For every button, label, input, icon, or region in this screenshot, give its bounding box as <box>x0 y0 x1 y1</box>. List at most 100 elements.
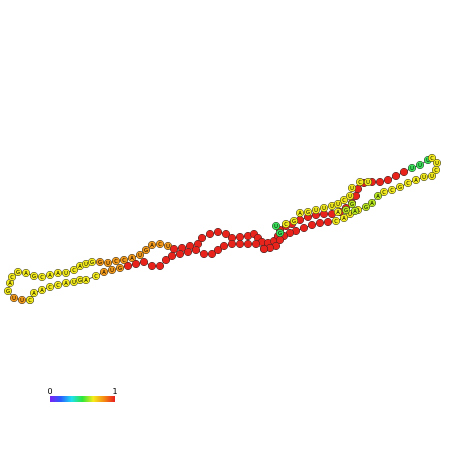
nucleotide <box>411 175 421 185</box>
nucleotide-letter: G <box>118 266 122 272</box>
nucleotide-highlighted <box>303 207 313 217</box>
nucleotide-letter: G <box>306 210 310 216</box>
nucleotide-letter: G <box>278 231 282 237</box>
nucleotide <box>87 257 97 267</box>
nucleotide-letter: A <box>353 209 357 215</box>
nucleotide <box>29 271 39 281</box>
color-scale-bar <box>50 396 115 402</box>
nucleotide-letter: A <box>64 281 68 287</box>
nucleotide-letter: C <box>40 275 44 281</box>
nucleotide-highlighted <box>347 183 357 193</box>
nucleotide-letter: C <box>56 283 60 289</box>
nucleotide-letter: U <box>430 174 434 180</box>
nucleotide <box>431 165 441 175</box>
nucleotide-letter: A <box>298 211 302 217</box>
nucleotide-letter: C <box>122 258 126 264</box>
nucleotide-letter: U <box>422 175 426 181</box>
nucleotide-letter: C <box>114 259 118 265</box>
nucleotide-letter: C <box>72 268 76 274</box>
nucleotide-letter: A <box>414 178 418 184</box>
nucleotide <box>235 232 245 242</box>
nucleotide-letter: U <box>418 163 422 169</box>
nucleotide <box>307 220 317 230</box>
nucleotide-highlighted <box>347 199 357 209</box>
nucleotide <box>419 172 429 182</box>
nucleotide <box>29 288 39 298</box>
nucleotide <box>147 240 157 250</box>
nucleotide <box>175 249 185 259</box>
nucleotide <box>235 239 245 249</box>
nucleotide-letter: C <box>10 275 14 281</box>
nucleotide-letter: C <box>406 181 410 187</box>
nucleotide <box>205 229 215 239</box>
nucleotide <box>155 239 165 249</box>
nucleotide <box>403 178 413 188</box>
nucleotide <box>383 175 393 185</box>
nucleotide <box>191 245 201 255</box>
nucleotide <box>127 253 137 263</box>
nucleotide <box>213 227 223 237</box>
nucleotide <box>111 256 121 266</box>
nucleotide <box>81 275 91 285</box>
nucleotide <box>367 198 377 208</box>
nucleotide-letter: A <box>40 288 44 294</box>
nucleotide-highlighted <box>281 219 291 229</box>
nucleotide-letter: C <box>434 168 438 174</box>
nucleotide <box>3 286 13 296</box>
nucleotide <box>61 278 71 288</box>
nucleotide-letter: C <box>158 242 162 248</box>
nucleotide-letter: C <box>430 156 434 162</box>
nucleotide-letter: G <box>78 278 82 284</box>
nucleotide <box>387 185 397 195</box>
nucleotide-highlighted <box>289 216 299 226</box>
nucleotide <box>99 267 109 277</box>
nucleotide-letter: G <box>32 274 36 280</box>
nucleotides: CUUGACGAGCAAUCAUGGUCCAUGACUUUUCUCUUACGCC… <box>3 153 442 305</box>
nucleotide-letter: U <box>314 208 318 214</box>
legend-min-label: 0 <box>47 387 52 396</box>
nucleotide <box>213 245 223 255</box>
nucleotide-letter: G <box>398 185 402 191</box>
nucleotide <box>331 216 341 226</box>
nucleotide-highlighted <box>350 206 360 216</box>
legend-max-label: 1 <box>112 387 117 396</box>
nucleotide-letter: U <box>350 186 354 192</box>
nucleotide-letter: A <box>84 278 88 284</box>
nucleotide <box>131 259 141 269</box>
nucleotide-letter: G <box>344 208 348 214</box>
nucleotide <box>183 247 193 257</box>
nucleotide-letter: U <box>20 298 24 304</box>
nucleotide <box>139 257 149 267</box>
nucleotide <box>17 295 27 305</box>
nucleotide-letter: U <box>84 262 88 268</box>
nucleotide-letter: U <box>274 224 278 230</box>
nucleotide-letter: G <box>98 260 102 266</box>
nucleotide <box>53 280 63 290</box>
nucleotide <box>147 261 157 271</box>
nucleotide-letter: U <box>110 268 114 274</box>
nucleotide <box>199 249 209 259</box>
nucleotide <box>415 160 425 170</box>
nucleotide <box>169 244 179 254</box>
nucleotide <box>7 272 17 282</box>
nucleotide-letter: G <box>350 202 354 208</box>
nucleotide <box>227 239 237 249</box>
nucleotide <box>219 241 229 251</box>
nucleotide-letter: U <box>72 280 76 286</box>
nucleotide-highlighted <box>345 191 355 201</box>
nucleotide-letter: U <box>138 253 142 259</box>
nucleotide-letter: A <box>32 291 36 297</box>
nucleotide-letter: C <box>342 198 346 204</box>
nucleotide-letter: C <box>382 190 386 196</box>
nucleotide-highlighted <box>333 207 343 217</box>
nucleotide-highlighted <box>295 208 305 218</box>
nucleotide-letter: G <box>144 248 148 254</box>
nucleotide-letter: G <box>90 260 94 266</box>
nucleotide-letter: U <box>366 180 370 186</box>
nucleotide <box>395 182 405 192</box>
nucleotide <box>407 163 417 173</box>
nucleotide-letter: C <box>284 222 288 228</box>
nucleotide <box>61 268 71 278</box>
